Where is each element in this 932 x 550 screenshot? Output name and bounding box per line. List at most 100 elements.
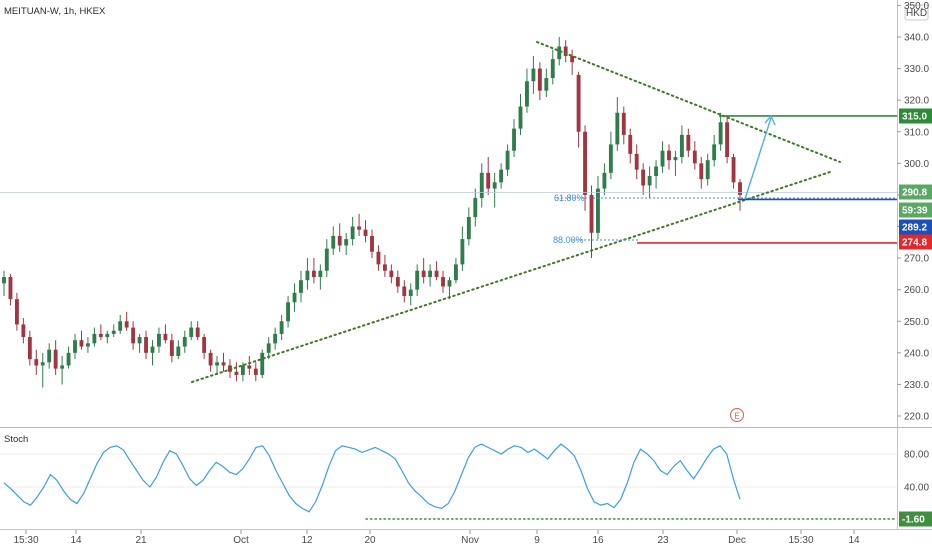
stoch-panel-label: Stoch bbox=[4, 434, 28, 445]
candle-body bbox=[111, 330, 116, 334]
fib-886-label: 88.00% bbox=[553, 235, 584, 245]
candle-body bbox=[447, 280, 452, 287]
drawings: 61.80% 88.00% bbox=[0, 41, 897, 383]
price-tick-label: 320.0 bbox=[904, 96, 929, 107]
candle-body bbox=[273, 333, 278, 344]
candle-body bbox=[240, 365, 245, 375]
price-tick-label: 270.0 bbox=[904, 254, 929, 265]
candle-body bbox=[531, 68, 536, 82]
candle-body bbox=[608, 144, 613, 173]
entry-price-badge-bg bbox=[899, 219, 932, 235]
candle-body bbox=[699, 163, 704, 180]
candle-body bbox=[492, 182, 497, 189]
candle-body bbox=[305, 270, 310, 281]
stoch-value-badge-label: -1.60 bbox=[902, 515, 925, 526]
candle-body bbox=[253, 368, 258, 375]
candle-body bbox=[499, 169, 504, 183]
candle-body bbox=[350, 226, 355, 240]
candle-body bbox=[292, 292, 297, 303]
candle-body bbox=[2, 277, 6, 284]
candle-body bbox=[621, 112, 626, 135]
candle-body bbox=[589, 194, 594, 233]
candle-body bbox=[47, 349, 52, 363]
fib-618-label: 61.80% bbox=[554, 193, 585, 203]
candle-body bbox=[576, 74, 581, 132]
candle-body bbox=[337, 235, 342, 246]
candle-body bbox=[673, 157, 678, 161]
price-tick-label: 240.0 bbox=[904, 348, 929, 359]
candle-body bbox=[118, 321, 123, 331]
time-tick-label: 20 bbox=[364, 535, 376, 546]
time-tick-label: Oct bbox=[233, 535, 249, 546]
candle-body bbox=[176, 346, 181, 356]
chart-title: MEITUAN-W, 1h, HKEX bbox=[4, 6, 106, 17]
candle-body bbox=[421, 270, 426, 278]
entry-price-badge-label: 289.2 bbox=[902, 223, 927, 234]
candle-body bbox=[182, 337, 187, 347]
candle-body bbox=[583, 131, 587, 195]
candle-body bbox=[92, 333, 97, 344]
candle-body bbox=[712, 144, 717, 161]
candle-body bbox=[137, 337, 142, 344]
candle-body bbox=[363, 229, 368, 236]
candle-body bbox=[505, 150, 510, 170]
price-tick-label: 220.0 bbox=[904, 412, 929, 423]
candle-body bbox=[195, 327, 200, 338]
candle-body bbox=[221, 362, 226, 366]
candle-body bbox=[692, 150, 697, 164]
price-tick-label: 330.0 bbox=[904, 64, 929, 75]
candle-body bbox=[208, 352, 213, 366]
candle-body bbox=[27, 337, 32, 360]
candle-body bbox=[234, 371, 239, 375]
candle-body bbox=[202, 337, 207, 353]
price-tick-label: 250.0 bbox=[904, 317, 929, 328]
candle-body bbox=[189, 327, 194, 338]
candle-body bbox=[79, 340, 84, 347]
projection-arrow-head bbox=[764, 114, 776, 126]
candle-body bbox=[602, 172, 607, 189]
candle-body bbox=[124, 321, 129, 328]
candle-body bbox=[686, 134, 691, 151]
candle-body bbox=[628, 134, 633, 154]
candle-body bbox=[518, 106, 523, 129]
candle-body bbox=[85, 343, 90, 347]
candle-body bbox=[8, 277, 13, 300]
candle-body bbox=[705, 160, 710, 180]
candle-body bbox=[402, 286, 407, 296]
stop-price-badge-bg bbox=[899, 234, 932, 250]
candle-body bbox=[14, 299, 19, 325]
price-tick-label: 260.0 bbox=[904, 285, 929, 296]
currency-badge[interactable] bbox=[904, 4, 929, 21]
stoch-tick-label: 80.00 bbox=[904, 450, 929, 461]
bar-countdown-badge-label: 59:39 bbox=[902, 206, 928, 217]
candle-body bbox=[331, 235, 336, 249]
time-tick-label: Dec bbox=[728, 535, 746, 546]
candle-body bbox=[408, 289, 413, 296]
stoch-value-badge-bg bbox=[899, 511, 932, 527]
projection-arrow-shaft bbox=[744, 117, 772, 200]
candle-body bbox=[169, 340, 174, 356]
candle-body bbox=[428, 270, 433, 278]
candle-body bbox=[570, 55, 575, 63]
candle-body bbox=[344, 239, 349, 246]
price-badges: 315.0 290.8 59:39 289.2 274.8 -1.60 bbox=[899, 108, 932, 527]
time-tick-label: 15:30 bbox=[13, 535, 38, 546]
candle-body bbox=[299, 280, 303, 293]
candle-body bbox=[596, 188, 600, 233]
candle-body bbox=[647, 175, 652, 186]
upper-trendline bbox=[536, 41, 841, 163]
candle-body bbox=[634, 153, 639, 170]
candle-body bbox=[370, 235, 374, 252]
candle-body bbox=[473, 198, 478, 218]
time-tick-label: 15:30 bbox=[788, 535, 813, 546]
candle-body bbox=[460, 239, 465, 265]
candle-body bbox=[53, 349, 58, 369]
candle-body bbox=[382, 264, 387, 271]
candle-body bbox=[557, 46, 562, 60]
candle-body bbox=[376, 251, 381, 265]
candle-body bbox=[279, 321, 284, 334]
earnings-event-marker[interactable] bbox=[730, 408, 744, 422]
candle-body bbox=[563, 46, 568, 56]
candle-body bbox=[286, 302, 291, 322]
